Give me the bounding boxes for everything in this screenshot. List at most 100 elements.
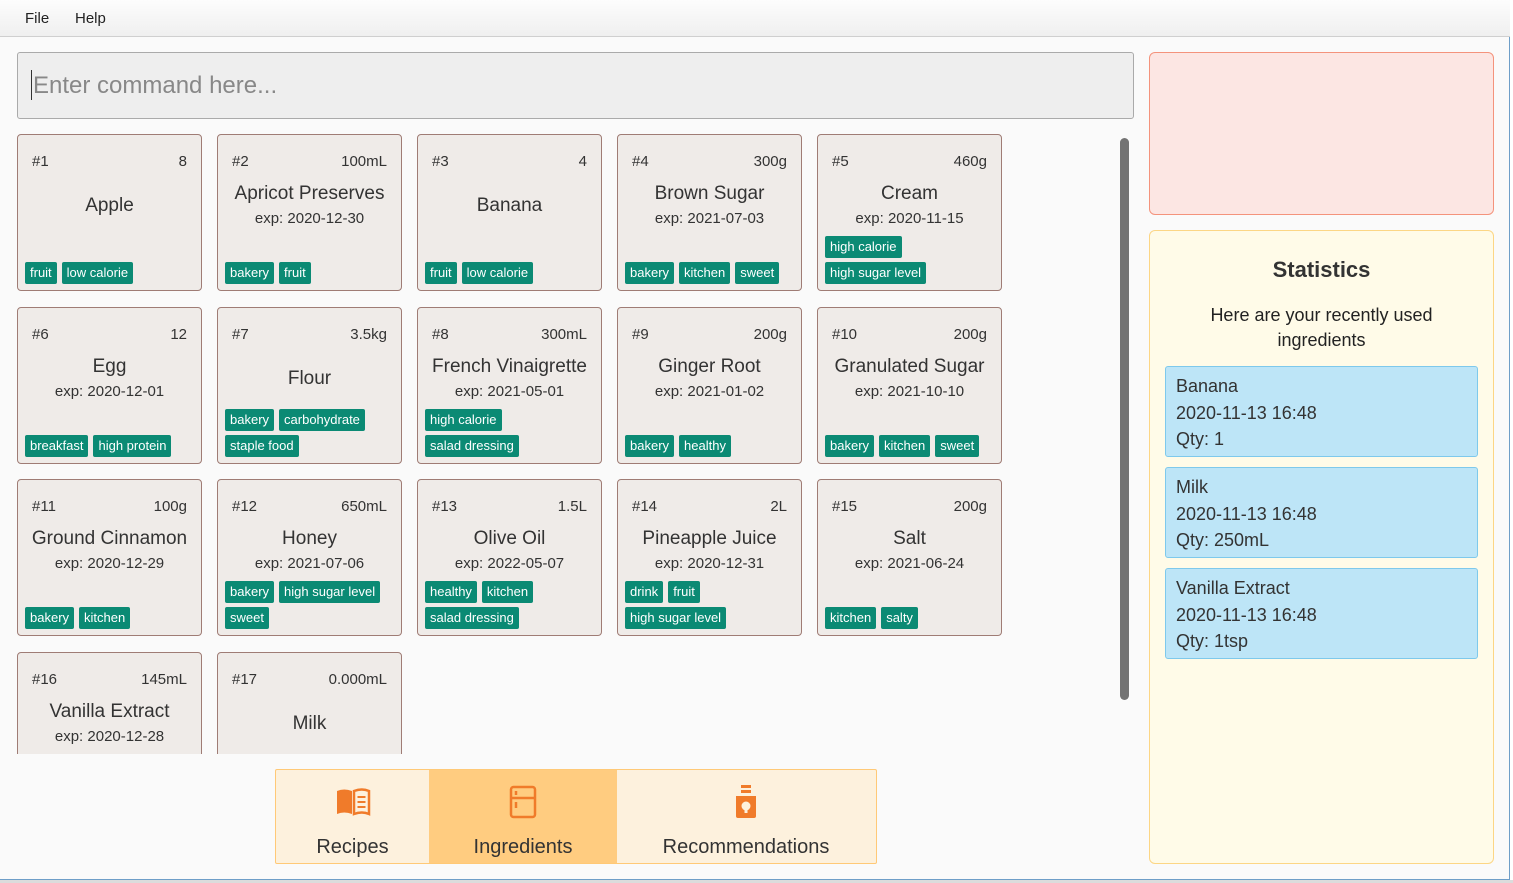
ingredient-card[interactable]: #15 200g Salt exp: 2021-06-24 kitchen salty bbox=[817, 479, 1002, 636]
ingredient-index: #13 bbox=[432, 498, 458, 515]
ingredient-card[interactable]: #13 1.5L Olive Oil exp: 2022-05-07 healthy ki… bbox=[417, 479, 602, 636]
ingredient-card[interactable]: #1 8 Apple fruit low calorie bbox=[17, 134, 202, 291]
ingredient-name: Pineapple Juice bbox=[642, 528, 777, 549]
ingredient-card[interactable]: #10 200g Granulated Sugar exp: 2021-10-10 ba… bbox=[817, 307, 1002, 464]
ingredient-card[interactable]: #3 4 Banana fruit low calorie bbox=[417, 134, 602, 291]
ingredient-card[interactable]: #6 12 Egg exp: 2020-12-01 breakfast high prot… bbox=[17, 307, 202, 464]
ingredient-tag: high protein bbox=[93, 435, 172, 457]
ingredient-details: Banana bbox=[418, 177, 601, 235]
ingredient-details: Apricot Preserves exp: 2020-12-30 bbox=[218, 177, 401, 235]
ingredient-tag: high calorie bbox=[425, 409, 502, 431]
ingredient-card[interactable]: #14 2L Pineapple Juice exp: 2020-12-31 drink… bbox=[617, 479, 802, 636]
window-bottom-edge bbox=[0, 880, 1513, 883]
ingredient-expiry: exp: 2020-12-29 bbox=[54, 555, 165, 572]
tab-recipes[interactable]: Recipes bbox=[276, 770, 429, 863]
ingredient-details: Ground Cinnamon exp: 2020-12-29 bbox=[18, 522, 201, 580]
ingredient-card[interactable]: #2 100mL Apricot Preserves exp: 2020-12-30 b… bbox=[217, 134, 402, 291]
ingredient-tags: bakery kitchen bbox=[25, 607, 197, 629]
ingredient-quantity: 200g bbox=[953, 498, 987, 515]
recent-ingredient-card: Vanilla Extract 2020-11-13 16:48 Qty: 1t… bbox=[1165, 568, 1478, 659]
ingredient-tag: low calorie bbox=[61, 262, 134, 284]
tab-recommendations[interactable]: Recommendations bbox=[617, 770, 875, 863]
ingredient-tag: fruit bbox=[668, 581, 700, 603]
ingredient-tags: bakery kitchen sweet bbox=[825, 435, 997, 457]
recent-ingredient-qty: Qty: 1tsp bbox=[1176, 631, 1249, 651]
ingredient-tag: low calorie bbox=[461, 262, 534, 284]
ingredient-tag: sweet bbox=[225, 607, 269, 629]
ingredient-index: #12 bbox=[232, 498, 258, 515]
ingredient-details: French Vinaigrette exp: 2021-05-01 bbox=[418, 350, 601, 408]
ingredient-quantity: 650mL bbox=[341, 498, 387, 515]
recent-ingredient-time: 2020-11-13 16:48 bbox=[1176, 402, 1317, 423]
ingredient-expiry: exp: 2020-12-28 bbox=[54, 728, 165, 745]
menu-file[interactable]: File bbox=[25, 10, 50, 27]
ingredient-details: Flour bbox=[218, 350, 401, 408]
ingredient-tag: high sugar level bbox=[279, 581, 381, 603]
ingredient-tag: bakery bbox=[825, 435, 875, 457]
ingredient-details: Salt exp: 2021-06-24 bbox=[818, 522, 1001, 580]
ingredient-quantity: 100g bbox=[153, 498, 187, 515]
ingredient-name: Honey bbox=[282, 528, 337, 549]
ingredient-expiry: exp: 2020-12-01 bbox=[54, 383, 165, 400]
menu-help[interactable]: Help bbox=[75, 10, 106, 27]
ingredient-card[interactable]: #16 145mL Vanilla Extract exp: 2020-12-28 bbox=[17, 652, 202, 754]
ingredient-name: Brown Sugar bbox=[654, 183, 765, 204]
ingredient-name: Egg bbox=[92, 356, 127, 377]
ingredient-quantity: 8 bbox=[178, 153, 187, 170]
ingredient-name: Milk bbox=[292, 713, 327, 734]
ingredient-expiry: exp: 2021-01-02 bbox=[654, 383, 765, 400]
ingredient-details: Granulated Sugar exp: 2021-10-10 bbox=[818, 350, 1001, 408]
ingredient-card[interactable]: #7 3.5kg Flour bakery carbohydrate staple foo… bbox=[217, 307, 402, 464]
ingredient-card[interactable]: #5 460g Cream exp: 2020-11-15 high calorie hi… bbox=[817, 134, 1002, 291]
ingredient-tag: fruit bbox=[279, 262, 311, 284]
recent-ingredient-card: Banana 2020-11-13 16:48 Qty: 1 bbox=[1165, 366, 1478, 457]
ingredient-tag: staple food bbox=[225, 435, 299, 457]
tab-ingredients[interactable]: Ingredients bbox=[429, 770, 617, 863]
ingredient-details: Pineapple Juice exp: 2020-12-31 bbox=[618, 522, 801, 580]
ingredient-expiry: exp: 2022-05-07 bbox=[454, 555, 565, 572]
recent-ingredient-name: Vanilla Extract bbox=[1176, 578, 1290, 598]
ingredient-quantity: 4 bbox=[578, 153, 587, 170]
ingredient-index: #14 bbox=[632, 498, 658, 515]
ingredient-grid-scrollbar[interactable] bbox=[1120, 138, 1129, 700]
ingredient-tags: bakery high sugar level sweet bbox=[225, 581, 397, 629]
ingredient-name: Ground Cinnamon bbox=[31, 528, 188, 549]
ingredient-card[interactable]: #8 300mL French Vinaigrette exp: 2021-05-01… bbox=[417, 307, 602, 464]
statistics-panel: Statistics Here are your recently used i… bbox=[1149, 230, 1494, 864]
ingredient-tags: bakery healthy bbox=[625, 435, 797, 457]
ingredient-details: Vanilla Extract exp: 2020-12-28 bbox=[18, 695, 201, 753]
command-box bbox=[17, 52, 1134, 119]
ingredient-index: #1 bbox=[32, 153, 49, 170]
ingredient-expiry: exp: 2021-05-01 bbox=[454, 383, 565, 400]
ingredient-expiry: exp: 2021-07-03 bbox=[654, 210, 765, 227]
tab-recipes-label: Recipes bbox=[316, 836, 389, 858]
ingredient-quantity: 460g bbox=[953, 153, 987, 170]
ingredient-tag: kitchen bbox=[79, 607, 131, 629]
ingredient-details: Egg exp: 2020-12-01 bbox=[18, 350, 201, 408]
ingredient-tag: bakery bbox=[25, 607, 75, 629]
ingredient-card[interactable]: #11 100g Ground Cinnamon exp: 2020-12-29 bak… bbox=[17, 479, 202, 636]
ingredient-card[interactable]: #4 300g Brown Sugar exp: 2021-07-03 bakery ki… bbox=[617, 134, 802, 291]
recent-ingredient-card: Milk 2020-11-13 16:48 Qty: 250mL bbox=[1165, 467, 1478, 558]
menu-bar: File Help bbox=[0, 0, 1510, 37]
ingredient-quantity: 2L bbox=[770, 498, 787, 515]
ingredient-tag: breakfast bbox=[25, 435, 89, 457]
ingredient-tag: high calorie bbox=[825, 236, 902, 258]
statistics-subtitle: Here are your recently used ingredients bbox=[1210, 305, 1433, 350]
ingredient-tag: salad dressing bbox=[425, 435, 519, 457]
ingredient-tags: high calorie salad dressing bbox=[425, 409, 597, 457]
ingredient-index: #2 bbox=[232, 153, 249, 170]
ingredient-tag: carbohydrate bbox=[279, 409, 365, 431]
ingredient-tag: bakery bbox=[625, 262, 675, 284]
command-input[interactable] bbox=[18, 53, 1133, 118]
recent-ingredient-name: Milk bbox=[1176, 477, 1208, 497]
ingredient-card[interactable]: #9 200g Ginger Root exp: 2021-01-02 bakery he… bbox=[617, 307, 802, 464]
ingredient-index: #10 bbox=[832, 326, 858, 343]
ingredient-quantity: 100mL bbox=[341, 153, 387, 170]
ingredient-card[interactable]: #12 650mL Honey exp: 2021-07-06 bakery high s… bbox=[217, 479, 402, 636]
ingredient-index: #6 bbox=[32, 326, 49, 343]
ingredient-card[interactable]: #17 0.000mL Milk bbox=[217, 652, 402, 754]
ingredient-tags: bakery carbohydrate staple food bbox=[225, 409, 397, 457]
ingredient-quantity: 300g bbox=[753, 153, 787, 170]
